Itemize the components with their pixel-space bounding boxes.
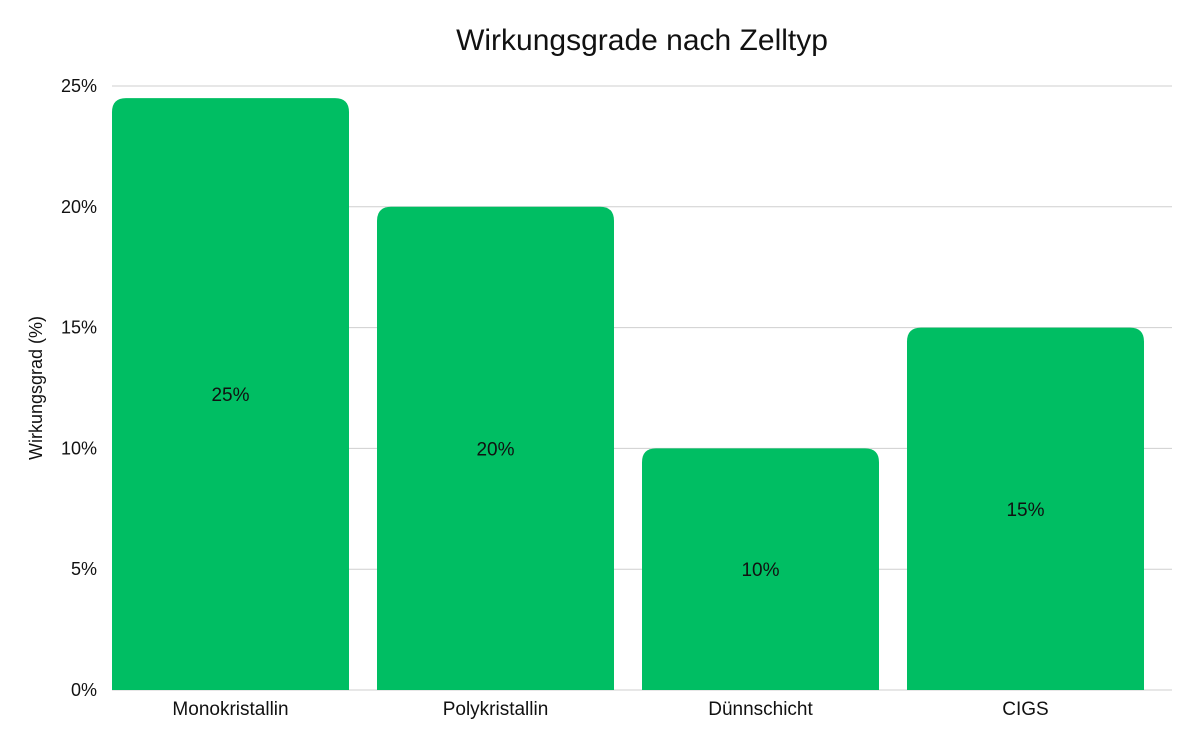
data-label: 20% bbox=[476, 439, 514, 460]
y-tick-label: 5% bbox=[71, 559, 97, 579]
y-tick-label: 15% bbox=[61, 318, 97, 338]
y-tick-label: 20% bbox=[61, 197, 97, 217]
y-axis-ticks: 0% 5% 10% 15% 20% 25% bbox=[61, 76, 97, 700]
x-tick-label: Dünnschicht bbox=[708, 699, 813, 720]
y-tick-label: 0% bbox=[71, 680, 97, 700]
data-labels: 25% 20% 10% 15% bbox=[211, 385, 1044, 581]
data-label: 10% bbox=[741, 560, 779, 581]
bars bbox=[112, 98, 1144, 691]
data-label: 15% bbox=[1006, 500, 1044, 521]
x-axis-ticks: Monokristallin Polykristallin Dünnschicht C… bbox=[172, 699, 1048, 720]
y-tick-label: 10% bbox=[61, 438, 97, 458]
bar-d-nnschicht bbox=[642, 448, 879, 690]
y-axis-label: Wirkungsgrad (%) bbox=[26, 316, 46, 460]
y-tick-label: 25% bbox=[61, 76, 97, 96]
bar-cigs bbox=[907, 327, 1144, 690]
x-tick-label: Monokristallin bbox=[172, 699, 288, 720]
bar-polykristallin bbox=[377, 206, 614, 691]
x-tick-label: Polykristallin bbox=[443, 699, 549, 720]
bar-monokristallin bbox=[112, 98, 349, 690]
chart-title: Wirkungsgrade nach Zelltyp bbox=[456, 24, 828, 57]
x-tick-label: CIGS bbox=[1002, 699, 1048, 720]
data-label: 25% bbox=[211, 385, 249, 406]
